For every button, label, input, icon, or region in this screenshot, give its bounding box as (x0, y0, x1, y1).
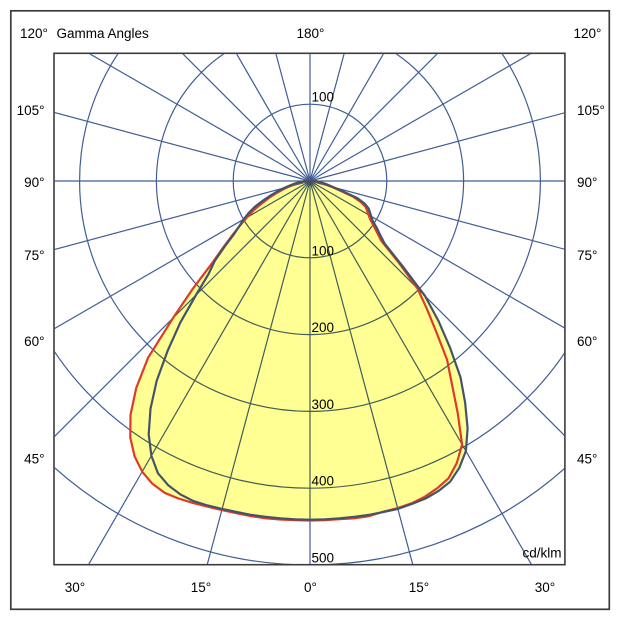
svg-text:60°: 60° (577, 334, 597, 349)
svg-text:45°: 45° (24, 451, 44, 466)
svg-text:120°: 120° (574, 26, 602, 41)
svg-text:100: 100 (312, 90, 335, 105)
svg-text:105°: 105° (17, 103, 45, 118)
svg-text:60°: 60° (24, 334, 44, 349)
svg-text:30°: 30° (535, 580, 555, 595)
svg-text:90°: 90° (577, 175, 597, 190)
svg-text:200: 200 (312, 320, 335, 335)
svg-text:15°: 15° (191, 580, 211, 595)
svg-text:90°: 90° (24, 175, 44, 190)
svg-text:75°: 75° (24, 248, 44, 263)
svg-text:75°: 75° (577, 248, 597, 263)
svg-text:Gamma Angles: Gamma Angles (57, 26, 150, 41)
svg-text:300: 300 (312, 397, 335, 412)
svg-text:105°: 105° (577, 103, 605, 118)
svg-text:120°: 120° (20, 26, 48, 41)
svg-text:500: 500 (312, 551, 335, 566)
svg-text:45°: 45° (577, 451, 597, 466)
svg-text:cd/klm: cd/klm (522, 546, 561, 561)
svg-text:30°: 30° (65, 580, 85, 595)
svg-text:15°: 15° (409, 580, 429, 595)
svg-text:100: 100 (312, 243, 335, 258)
svg-text:400: 400 (312, 474, 335, 489)
svg-text:180°: 180° (297, 26, 325, 41)
svg-text:0°: 0° (304, 580, 317, 595)
